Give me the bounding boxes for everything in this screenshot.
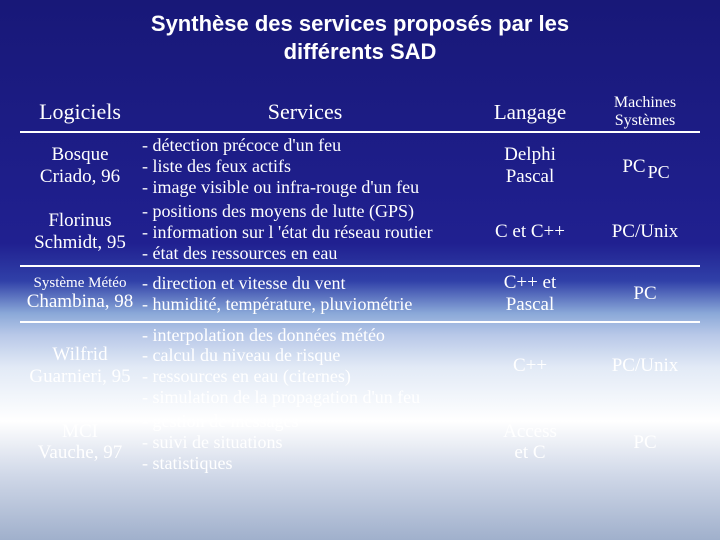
cell-services: - direction et vitesse du vent- humidité… [140,266,470,321]
col-header-services: Services [140,92,470,132]
cell-machines: PC/Unix [590,322,700,410]
logiciel-ref: Schmidt, 95 [34,232,126,253]
logiciel-name: Wilfrid [52,344,107,365]
cell-langage: DelphiPascal [470,132,590,199]
table-row: Florinus Schmidt, 95 - positions des moy… [20,199,700,266]
cell-services: - positions des moyens de lutte (GPS)- i… [140,199,470,266]
cell-langage: C et C++ [470,199,590,266]
machines-header-l2: Systèmes [615,112,675,129]
machines-main: PC [622,156,645,177]
table-row: MCI Vauche, 97 - gestion de messages- su… [20,409,700,475]
table-row: Bosque Criado, 96 - détection précoce d'… [20,132,700,199]
cell-logiciel: MCI Vauche, 97 [20,409,140,475]
logiciel-name: MCI [62,421,98,442]
logiciel-ref: Guarnieri, 95 [29,366,130,387]
table-header-row: Logiciels Services Langage Machines Syst… [20,92,700,132]
logiciel-ref: Criado, 96 [40,166,120,187]
cell-logiciel: Florinus Schmidt, 95 [20,199,140,266]
cell-langage: C++ etPascal [470,266,590,321]
table-row: Système Météo Chambina, 98 - direction e… [20,266,700,321]
cell-machines: PC [590,266,700,321]
cell-machines: PC [590,409,700,475]
summary-table: Logiciels Services Langage Machines Syst… [20,92,700,476]
cell-services: - interpolation des données météo- calcu… [140,322,470,410]
col-header-langage: Langage [470,92,590,132]
cell-logiciel: Système Météo Chambina, 98 [20,266,140,321]
logiciel-name: Florinus [48,210,111,231]
cell-langage: C++ [470,322,590,410]
slide: Synthèse des services proposés par les d… [0,0,720,540]
title-line-1: Synthèse des services proposés par les [151,11,569,36]
title-line-2: différents SAD [284,39,437,64]
cell-langage: Accesset C [470,409,590,475]
machines-header-l1: Machines [614,94,676,111]
cell-services: - détection précoce d'un feu- liste des … [140,132,470,199]
col-header-logiciels: Logiciels [20,92,140,132]
cell-logiciel: Bosque Criado, 96 [20,132,140,199]
logiciel-ref: Vauche, 97 [38,442,122,463]
machines-sub: PC [648,163,670,181]
cell-machines: PC/Unix [590,199,700,266]
logiciel-name: Système Météo [24,276,136,291]
col-header-machines: Machines Systèmes [590,92,700,132]
table-row: Wilfrid Guarnieri, 95 - interpolation de… [20,322,700,410]
cell-services: - gestion de messages- suivi de situatio… [140,409,470,475]
logiciel-ref: Chambina, 98 [27,291,134,312]
cell-logiciel: Wilfrid Guarnieri, 95 [20,322,140,410]
slide-title: Synthèse des services proposés par les d… [0,0,720,65]
cell-machines: PCPC [590,132,700,199]
logiciel-name: Bosque [52,144,109,165]
